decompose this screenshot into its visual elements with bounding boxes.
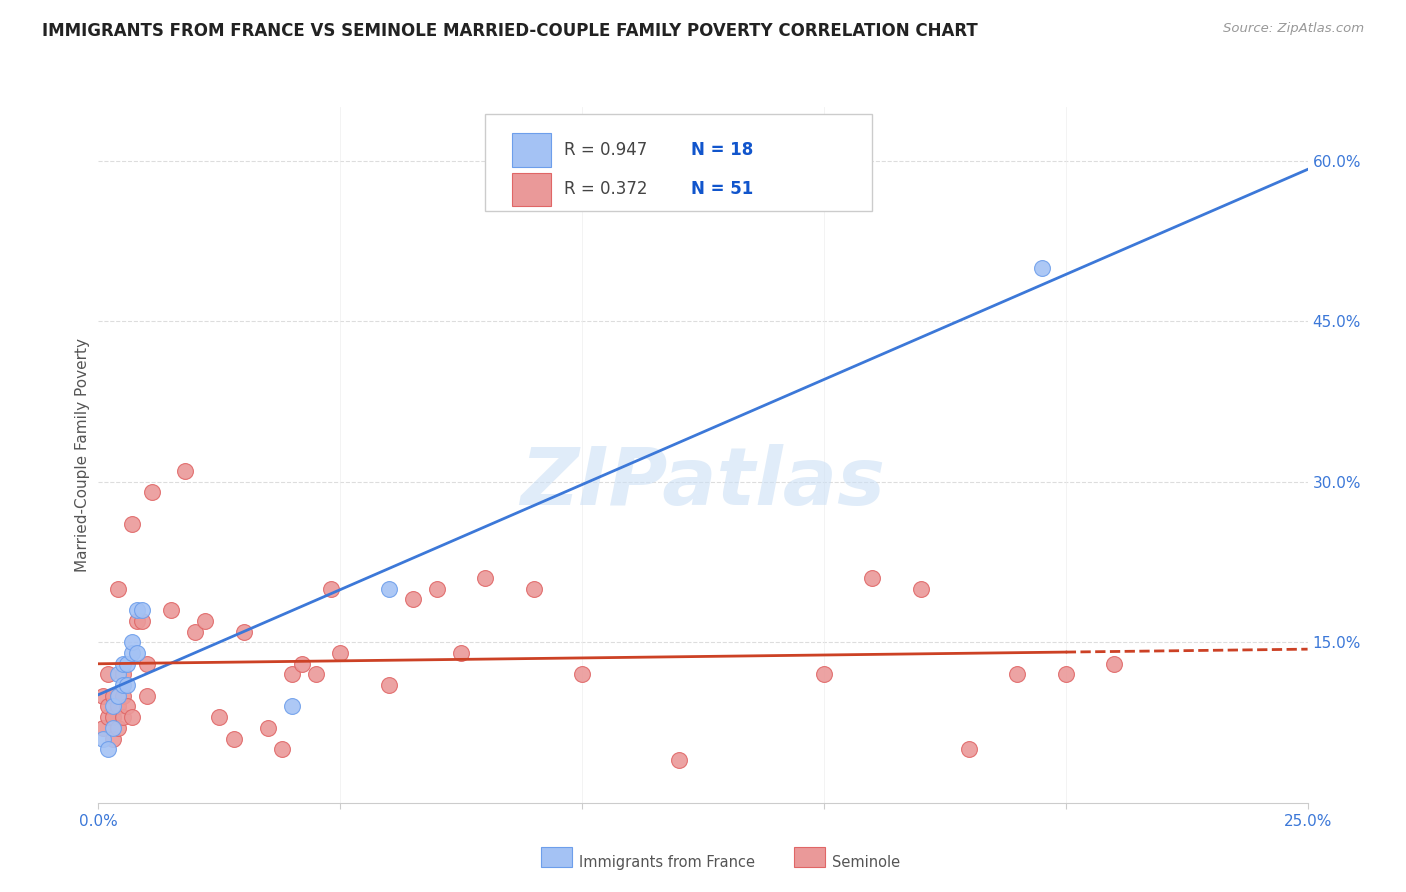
Point — [111, 667, 134, 681]
Point — [101, 689, 124, 703]
Point — [426, 582, 449, 596]
Point — [281, 667, 304, 681]
Point — [910, 582, 932, 596]
Point — [222, 731, 245, 746]
Point — [135, 657, 157, 671]
Point — [121, 635, 143, 649]
Point — [117, 699, 139, 714]
Point — [97, 710, 120, 724]
Point — [1007, 667, 1029, 681]
Y-axis label: Married-Couple Family Poverty: Married-Couple Family Poverty — [75, 338, 90, 572]
Point — [97, 742, 120, 756]
Point — [281, 699, 304, 714]
Point — [111, 689, 134, 703]
Point — [1102, 657, 1125, 671]
Point — [523, 582, 546, 596]
Point — [256, 721, 278, 735]
Point — [329, 646, 352, 660]
Point — [184, 624, 207, 639]
Point — [135, 689, 157, 703]
Text: IMMIGRANTS FROM FRANCE VS SEMINOLE MARRIED-COUPLE FAMILY POVERTY CORRELATION CHA: IMMIGRANTS FROM FRANCE VS SEMINOLE MARRI… — [42, 22, 979, 40]
Point — [111, 657, 134, 671]
Point — [668, 753, 690, 767]
Point — [111, 678, 134, 692]
Point — [101, 731, 124, 746]
Point — [377, 678, 399, 692]
Point — [1031, 260, 1053, 275]
Point — [127, 646, 149, 660]
Point — [450, 646, 472, 660]
Text: Seminole: Seminole — [832, 855, 900, 870]
Point — [107, 689, 129, 703]
Point — [957, 742, 980, 756]
Text: Source: ZipAtlas.com: Source: ZipAtlas.com — [1223, 22, 1364, 36]
Point — [474, 571, 496, 585]
Point — [194, 614, 217, 628]
Point — [121, 646, 143, 660]
Point — [131, 614, 153, 628]
Point — [111, 710, 134, 724]
Point — [127, 603, 149, 617]
Text: ZIPatlas: ZIPatlas — [520, 443, 886, 522]
Point — [402, 592, 425, 607]
Text: N = 18: N = 18 — [690, 141, 754, 159]
Point — [97, 667, 120, 681]
Point — [101, 721, 124, 735]
Point — [319, 582, 342, 596]
Point — [232, 624, 254, 639]
Point — [91, 689, 114, 703]
FancyBboxPatch shape — [485, 114, 872, 211]
Point — [141, 485, 163, 500]
Text: R = 0.372: R = 0.372 — [564, 180, 647, 198]
Point — [121, 517, 143, 532]
Point — [290, 657, 312, 671]
Point — [91, 731, 114, 746]
Point — [121, 710, 143, 724]
Point — [813, 667, 835, 681]
Point — [571, 667, 593, 681]
FancyBboxPatch shape — [512, 134, 551, 167]
Text: Immigrants from France: Immigrants from France — [579, 855, 755, 870]
Point — [131, 603, 153, 617]
Point — [127, 614, 149, 628]
Point — [107, 721, 129, 735]
Point — [271, 742, 294, 756]
Point — [117, 657, 139, 671]
Text: N = 51: N = 51 — [690, 180, 754, 198]
Point — [1054, 667, 1077, 681]
FancyBboxPatch shape — [512, 173, 551, 206]
Point — [174, 464, 197, 478]
Point — [107, 582, 129, 596]
Point — [91, 721, 114, 735]
Point — [208, 710, 231, 724]
Point — [117, 678, 139, 692]
Point — [305, 667, 328, 681]
Point — [97, 699, 120, 714]
Point — [107, 667, 129, 681]
Point — [101, 699, 124, 714]
Point — [860, 571, 883, 585]
Text: R = 0.947: R = 0.947 — [564, 141, 647, 159]
Point — [107, 699, 129, 714]
Point — [160, 603, 183, 617]
Point — [377, 582, 399, 596]
Point — [101, 710, 124, 724]
